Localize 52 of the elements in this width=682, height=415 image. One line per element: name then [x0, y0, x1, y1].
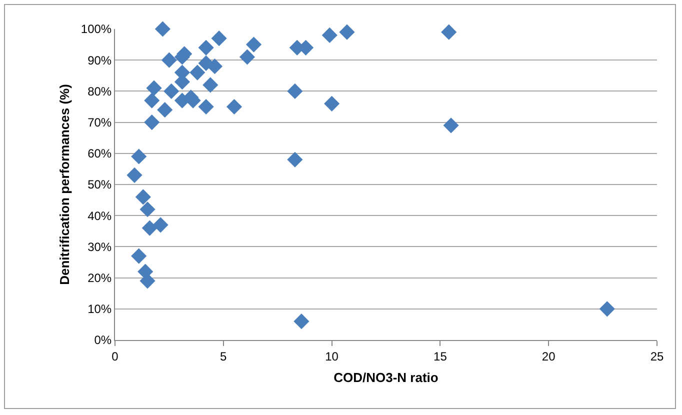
point	[142, 220, 158, 236]
point	[161, 52, 177, 68]
y-tick-label: 60%	[88, 146, 112, 161]
point	[146, 80, 162, 96]
point	[157, 102, 173, 118]
y-tick-label: 0%	[94, 333, 112, 348]
point	[246, 36, 262, 52]
point	[140, 273, 156, 289]
point	[226, 98, 242, 115]
point	[339, 24, 355, 40]
y-tick-label: 70%	[88, 116, 112, 130]
point	[198, 40, 214, 56]
x-tick-label: 15	[434, 349, 448, 364]
point	[287, 83, 303, 99]
point	[144, 92, 160, 108]
point	[140, 202, 156, 218]
x-tick-label: 0	[112, 349, 119, 364]
x-tick-label: 20	[542, 349, 556, 364]
point	[599, 301, 615, 317]
y-tick-label: 90%	[88, 53, 112, 68]
point	[190, 64, 206, 80]
y-tick-label: 10%	[88, 302, 112, 316]
x-tick-label: 5	[220, 349, 228, 364]
y-tick-label: 40%	[88, 208, 112, 223]
point	[322, 27, 338, 44]
point	[126, 167, 142, 183]
point	[324, 96, 340, 112]
x-tick-label: 25	[650, 349, 664, 364]
point	[144, 114, 160, 130]
point	[154, 21, 170, 37]
point	[135, 189, 151, 205]
x-axis-title: COD/NO3-N ratio	[334, 370, 438, 385]
point	[202, 77, 218, 93]
point	[164, 83, 180, 99]
point	[198, 98, 214, 115]
point	[239, 49, 256, 65]
y-tick-label: 30%	[88, 240, 112, 254]
y-tick-label: 100%	[80, 22, 112, 36]
y-tick-label: 50%	[88, 178, 112, 192]
point	[443, 118, 459, 134]
y-axis-title: Denitrification performances (%)	[56, 84, 72, 285]
point	[287, 152, 303, 168]
y-tick-label: 80%	[88, 84, 112, 98]
y-tick-label: 20%	[88, 271, 112, 285]
point	[131, 148, 147, 164]
point	[206, 58, 223, 74]
point	[294, 314, 310, 330]
x-tick-label: 10	[325, 349, 339, 364]
point	[152, 217, 168, 233]
point	[211, 30, 227, 46]
point	[441, 24, 457, 40]
point	[131, 248, 147, 264]
